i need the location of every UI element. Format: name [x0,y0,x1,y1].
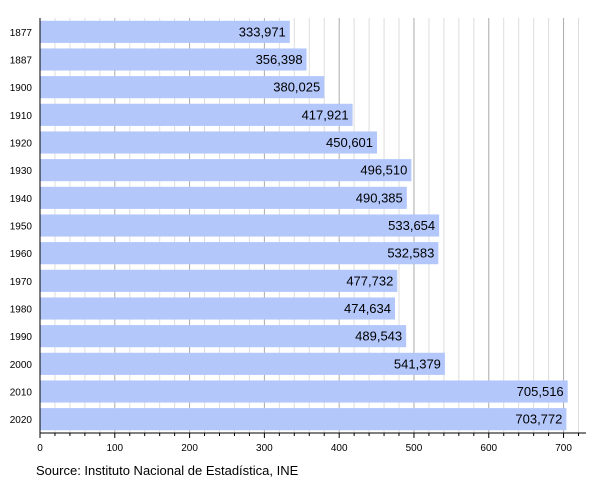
bar-2000 [40,352,445,375]
bar-value-label: 380,025 [273,80,320,95]
bar-value-label: 477,732 [346,273,393,288]
bar-1877 [40,20,290,43]
bar-2020 [40,408,567,431]
bar-value-label: 450,601 [326,135,373,150]
category-label: 1900 [10,83,33,94]
bar-1990 [40,325,407,348]
bar-value-label: 705,516 [517,384,564,399]
bar-1970 [40,269,398,292]
category-label: 2020 [10,415,33,426]
category-label: 1920 [10,139,33,150]
bar-value-label: 496,510 [360,163,407,178]
bar-value-label: 474,634 [344,301,391,316]
bar-1960 [40,242,439,265]
bars: 333,971 356,398 380,025 417,921 450,601 496,5… [40,20,568,431]
category-label: 1930 [10,166,33,177]
bar-2010 [40,380,568,403]
source-note: Source: Instituto Nacional de Estadístic… [36,463,299,478]
bar-1930 [40,159,412,182]
x-tick-label: 300 [256,443,273,454]
bar-1900 [40,76,325,99]
bar-value-label: 356,398 [256,52,303,67]
bar-1950 [40,214,440,237]
bar-value-label: 703,772 [515,412,562,427]
category-label: 1970 [10,277,33,288]
category-label: 2000 [10,360,33,371]
category-label: 1960 [10,249,33,260]
bar-value-label: 489,543 [355,329,402,344]
bar-value-label: 532,583 [387,246,434,261]
bar-value-label: 417,921 [302,107,349,122]
category-label: 1940 [10,194,33,205]
x-tick-label: 400 [331,443,348,454]
bar-1940 [40,186,407,209]
x-tick-label: 200 [181,443,198,454]
category-label: 1950 [10,222,33,233]
x-tick-label: 600 [480,443,497,454]
bar-value-label: 533,654 [388,218,435,233]
x-axis: 1877 1887 1900 1910 1920 1930 1940 1950 1960 1970… [10,18,586,454]
category-label: 1990 [10,332,33,343]
category-label: 1877 [10,28,33,39]
bar-value-label: 333,971 [239,24,286,39]
category-label: 2010 [10,388,33,399]
bar-1920 [40,131,378,154]
bar-1887 [40,48,307,71]
x-tick-label: 100 [106,443,123,454]
bar-value-label: 490,385 [356,190,403,205]
x-tick-label: 0 [37,443,43,454]
category-label: 1910 [10,111,33,122]
category-label: 1980 [10,305,33,316]
x-tick-label: 500 [406,443,423,454]
bar-1980 [40,297,396,320]
bar-value-label: 541,379 [394,356,441,371]
bar-1910 [40,103,353,126]
category-label: 1887 [10,56,33,67]
x-tick-label: 700 [555,443,572,454]
